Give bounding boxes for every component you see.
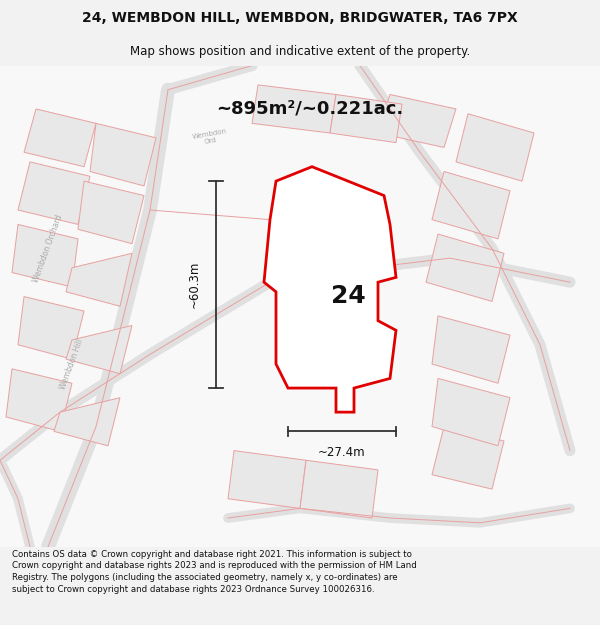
Polygon shape	[330, 94, 402, 142]
Text: Wembdon Orchard: Wembdon Orchard	[32, 213, 64, 284]
Polygon shape	[66, 326, 132, 374]
Polygon shape	[432, 171, 510, 239]
Polygon shape	[456, 114, 534, 181]
Text: ~895m²/~0.221ac.: ~895m²/~0.221ac.	[216, 100, 403, 118]
Text: ~27.4m: ~27.4m	[318, 446, 366, 459]
Polygon shape	[18, 162, 90, 224]
Text: Map shows position and indicative extent of the property.: Map shows position and indicative extent…	[130, 45, 470, 58]
Polygon shape	[432, 316, 510, 383]
Text: Wembdon Hill: Wembdon Hill	[59, 338, 85, 391]
Polygon shape	[426, 234, 504, 301]
Polygon shape	[54, 398, 120, 446]
Polygon shape	[378, 94, 456, 148]
Polygon shape	[432, 426, 504, 489]
Text: ~60.3m: ~60.3m	[188, 261, 201, 308]
Polygon shape	[12, 224, 78, 287]
Polygon shape	[90, 123, 156, 186]
Polygon shape	[228, 451, 306, 508]
Text: Wembdon
Ord: Wembdon Ord	[191, 128, 229, 148]
Polygon shape	[432, 378, 510, 446]
Polygon shape	[24, 109, 96, 167]
Polygon shape	[6, 369, 72, 431]
Polygon shape	[18, 297, 84, 359]
Polygon shape	[78, 181, 144, 244]
Polygon shape	[300, 460, 378, 518]
Text: 24: 24	[331, 284, 366, 308]
Text: Contains OS data © Crown copyright and database right 2021. This information is : Contains OS data © Crown copyright and d…	[12, 549, 417, 594]
Polygon shape	[66, 253, 132, 306]
Polygon shape	[264, 167, 396, 412]
Polygon shape	[252, 85, 336, 133]
Text: 24, WEMBDON HILL, WEMBDON, BRIDGWATER, TA6 7PX: 24, WEMBDON HILL, WEMBDON, BRIDGWATER, T…	[82, 11, 518, 26]
